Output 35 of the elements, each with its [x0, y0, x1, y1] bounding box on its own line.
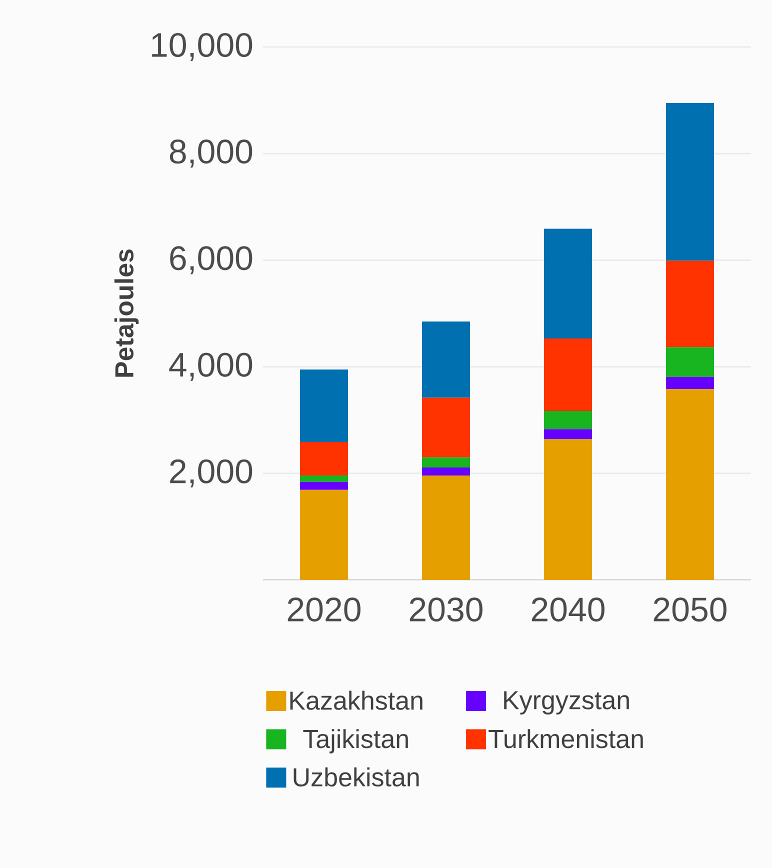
y-tick-label: 2,000 [170, 459, 252, 488]
bar [544, 429, 592, 440]
bar [422, 476, 470, 580]
y-tick-label: 4,000 [169, 352, 252, 381]
x-tick-label: 2020 [288, 598, 360, 622]
bar [422, 321, 470, 398]
legend-label: Turkmenistan [488, 729, 643, 748]
bar [300, 482, 348, 490]
bar [544, 228, 592, 339]
legend-label: Uzbekistan [294, 767, 419, 787]
bar [422, 468, 470, 476]
y-axis-title: Petajoules [114, 250, 139, 377]
legend-label: Kyrgyzstan [504, 691, 629, 715]
bar [666, 347, 714, 377]
y-tick-label: 8,000 [170, 140, 252, 168]
bar [544, 411, 592, 430]
bar [300, 369, 348, 442]
bar [300, 490, 348, 580]
bar [666, 260, 714, 348]
bar [422, 398, 470, 458]
bar [544, 338, 592, 412]
bar [666, 389, 714, 580]
legend-label: Tajikistan [303, 729, 408, 754]
bar [300, 476, 348, 482]
x-tick-label: 2040 [532, 598, 604, 622]
bar [422, 457, 470, 468]
bar [300, 442, 348, 476]
bar [666, 102, 714, 261]
x-tick-label: 2030 [410, 598, 482, 622]
bar [544, 439, 592, 580]
legend-label: Kazakhstan [290, 690, 422, 710]
x-tick-label: 2050 [654, 598, 726, 622]
y-tick-label: 10,000 [152, 32, 252, 62]
bar [666, 376, 714, 390]
y-tick-label: 6,000 [170, 246, 252, 274]
